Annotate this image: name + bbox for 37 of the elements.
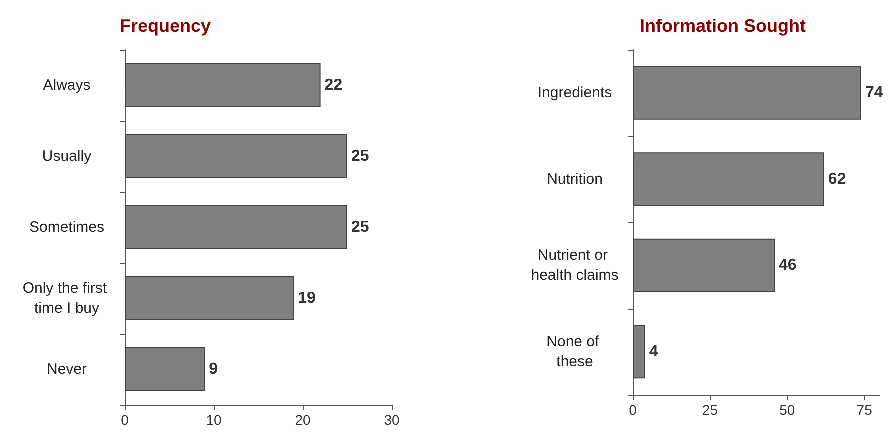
x-tick-label: 50 (780, 402, 796, 418)
chart-title: Frequency (120, 16, 212, 36)
data-label: 46 (779, 257, 797, 274)
data-label: 9 (209, 361, 218, 378)
x-tick-label: 0 (629, 402, 638, 418)
x-tick-label: 0 (121, 412, 130, 428)
bar (125, 276, 294, 321)
data-label: 4 (649, 343, 658, 360)
data-label: 22 (324, 77, 343, 94)
y-tick-label: Sometimes (29, 219, 105, 236)
data-label: 25 (352, 148, 370, 165)
bar (633, 66, 862, 120)
x-tick-label: 10 (206, 412, 222, 428)
bar (125, 347, 206, 392)
data-label: 19 (298, 290, 316, 307)
data-label: 74 (865, 84, 884, 102)
bar (125, 205, 348, 250)
bar (125, 134, 348, 179)
y-tick-label: Only the first time I buy (22, 280, 112, 317)
y-tick-label: Nutrition (547, 170, 603, 188)
data-label: 25 (352, 219, 370, 236)
y-tick-label: Always (43, 77, 91, 94)
y-tick-label: None of these (546, 333, 604, 370)
bar (633, 238, 776, 292)
x-tick-label: 25 (702, 402, 718, 418)
x-tick-label: 75 (856, 402, 873, 418)
bar (633, 152, 824, 206)
x-tick-label: 20 (295, 412, 311, 428)
x-tick-label: 30 (384, 412, 400, 428)
y-tick-label: Nutrient or health claims (531, 247, 619, 284)
y-tick-label: Ingredients (538, 84, 612, 102)
bar (125, 63, 321, 108)
chart-title: Information Sought (640, 16, 806, 36)
data-label: 62 (828, 170, 846, 188)
bar (633, 325, 646, 379)
y-tick-label: Never (46, 361, 88, 378)
y-tick-label: Usually (42, 148, 92, 165)
